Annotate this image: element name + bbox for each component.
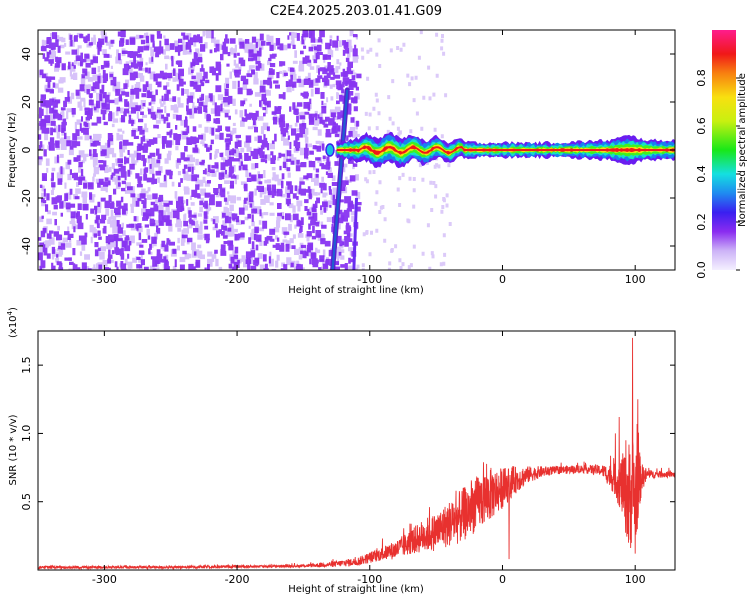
noise-speckle-dark [38, 30, 362, 270]
colorbar-tick-label: 0.8 [695, 69, 708, 87]
colorbar-axis: 0.0 0.2 0.4 0.6 0.8 [695, 69, 740, 279]
snr-x-tick-label: -200 [225, 573, 250, 586]
colorbar-gradient [712, 30, 736, 270]
spectrogram-x-tick-label: -300 [92, 273, 117, 286]
snr-y-multiplier-base: (x10 [8, 315, 19, 338]
spectrogram-y-tick-label: 20 [20, 95, 33, 109]
snr-x-axis: -300 -200 -100 0 100 [92, 331, 646, 586]
snr-panel: -300 -200 -100 0 100 0.5 1.0 1.5 Height of str… [6, 307, 676, 595]
sloped-track [331, 89, 349, 270]
noise-speckle-light [38, 30, 361, 270]
colorbar: 0.0 0.2 0.4 0.6 0.8 Normalized spectral ampl… [695, 30, 748, 279]
snr-y-axis: 0.5 1.0 1.5 [20, 356, 675, 510]
snr-x-tick-label: -100 [357, 573, 382, 586]
snr-x-axis-label: Height of straight line (km) [288, 584, 424, 595]
snr-plot-area [38, 337, 675, 570]
spectrogram-y-tick-label: -20 [20, 189, 33, 207]
snr-x-tick-label: 0 [499, 573, 506, 586]
snr-frame [37, 330, 676, 571]
spectrogram-x-axis: -300 -200 -100 0 100 [92, 30, 646, 286]
spectrogram-y-axis-label: Frequency (Hz) [7, 112, 18, 188]
colorbar-tick-label: 0.0 [695, 261, 708, 279]
colorbar-tick-label: 0.2 [695, 213, 708, 231]
chart-title: C2E4.2025.203.01.41.G09 [270, 4, 442, 19]
colorbar-tick-label: 0.4 [695, 165, 708, 183]
snr-y-tick-label: 1.5 [20, 356, 33, 374]
snr-x-tick-label: 100 [625, 573, 646, 586]
snr-series-line [38, 337, 675, 570]
secondary-track [352, 197, 358, 270]
spectrogram-y-tick-label: 40 [20, 47, 33, 61]
snr-y-multiplier: (x104) [6, 307, 19, 338]
colorbar-tick-label: 0.6 [695, 117, 708, 135]
carrier-band-core [336, 145, 675, 155]
snr-y-multiplier-exp: 4 [6, 310, 14, 315]
spectrogram-x-axis-label: Height of straight line (km) [288, 285, 424, 296]
snr-y-tick-label: 1.0 [20, 425, 33, 443]
spectrogram-x-tick-label: -200 [225, 273, 250, 286]
snr-x-tick-label: -300 [92, 573, 117, 586]
carrier-start-blob [325, 143, 335, 157]
spectrogram-x-tick-label: 100 [625, 273, 646, 286]
snr-y-axis-label: SNR (10 * v/v) [8, 414, 19, 485]
colorbar-label: Normalized spectral amplitude [737, 73, 748, 227]
spectrogram-x-tick-label: -100 [357, 273, 382, 286]
spectrogram-x-tick-label: 0 [499, 273, 506, 286]
snr-y-tick-label: 0.5 [20, 493, 33, 511]
spectrogram-plot-area [38, 30, 675, 270]
svg-text:(x104): (x104) [6, 307, 19, 338]
spectrogram-y-tick-label: -40 [20, 237, 33, 255]
spectrogram-y-axis: -40 -20 0 20 40 [20, 47, 675, 255]
spectrogram-y-tick-label: 0 [20, 147, 33, 154]
sparse-speckle [356, 30, 452, 270]
